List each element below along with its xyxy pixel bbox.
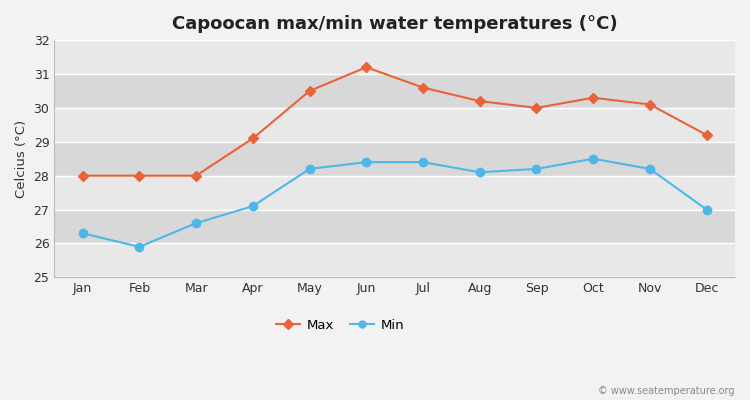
Y-axis label: Celcius (°C): Celcius (°C) <box>15 120 28 198</box>
Bar <box>54 142 735 176</box>
Min <box>135 244 144 249</box>
Min <box>191 221 200 226</box>
Title: Capoocan max/min water temperatures (°C): Capoocan max/min water temperatures (°C) <box>172 15 617 33</box>
Max <box>191 173 200 178</box>
Bar <box>54 74 735 108</box>
Bar <box>54 40 735 74</box>
Max <box>78 173 87 178</box>
Max <box>476 99 484 104</box>
Min <box>419 160 428 164</box>
Min <box>589 156 598 161</box>
Bar <box>54 210 735 244</box>
Line: Min: Min <box>79 154 711 251</box>
Max <box>532 106 541 110</box>
Max <box>135 173 144 178</box>
Min <box>305 166 314 171</box>
Min <box>362 160 370 164</box>
Min <box>702 207 711 212</box>
Line: Max: Max <box>79 64 710 180</box>
Bar <box>54 108 735 142</box>
Text: © www.seatemperature.org: © www.seatemperature.org <box>598 386 735 396</box>
Min <box>646 166 655 171</box>
Bar <box>54 176 735 210</box>
Bar <box>54 244 735 277</box>
Max <box>362 65 370 70</box>
Min <box>476 170 484 175</box>
Max <box>248 136 257 141</box>
Legend: Max, Min: Max, Min <box>272 314 410 337</box>
Max <box>646 102 655 107</box>
Max <box>702 133 711 138</box>
Min <box>248 204 257 208</box>
Max <box>589 95 598 100</box>
Min <box>532 166 541 171</box>
Max <box>419 85 428 90</box>
Max <box>305 88 314 93</box>
Min <box>78 231 87 236</box>
